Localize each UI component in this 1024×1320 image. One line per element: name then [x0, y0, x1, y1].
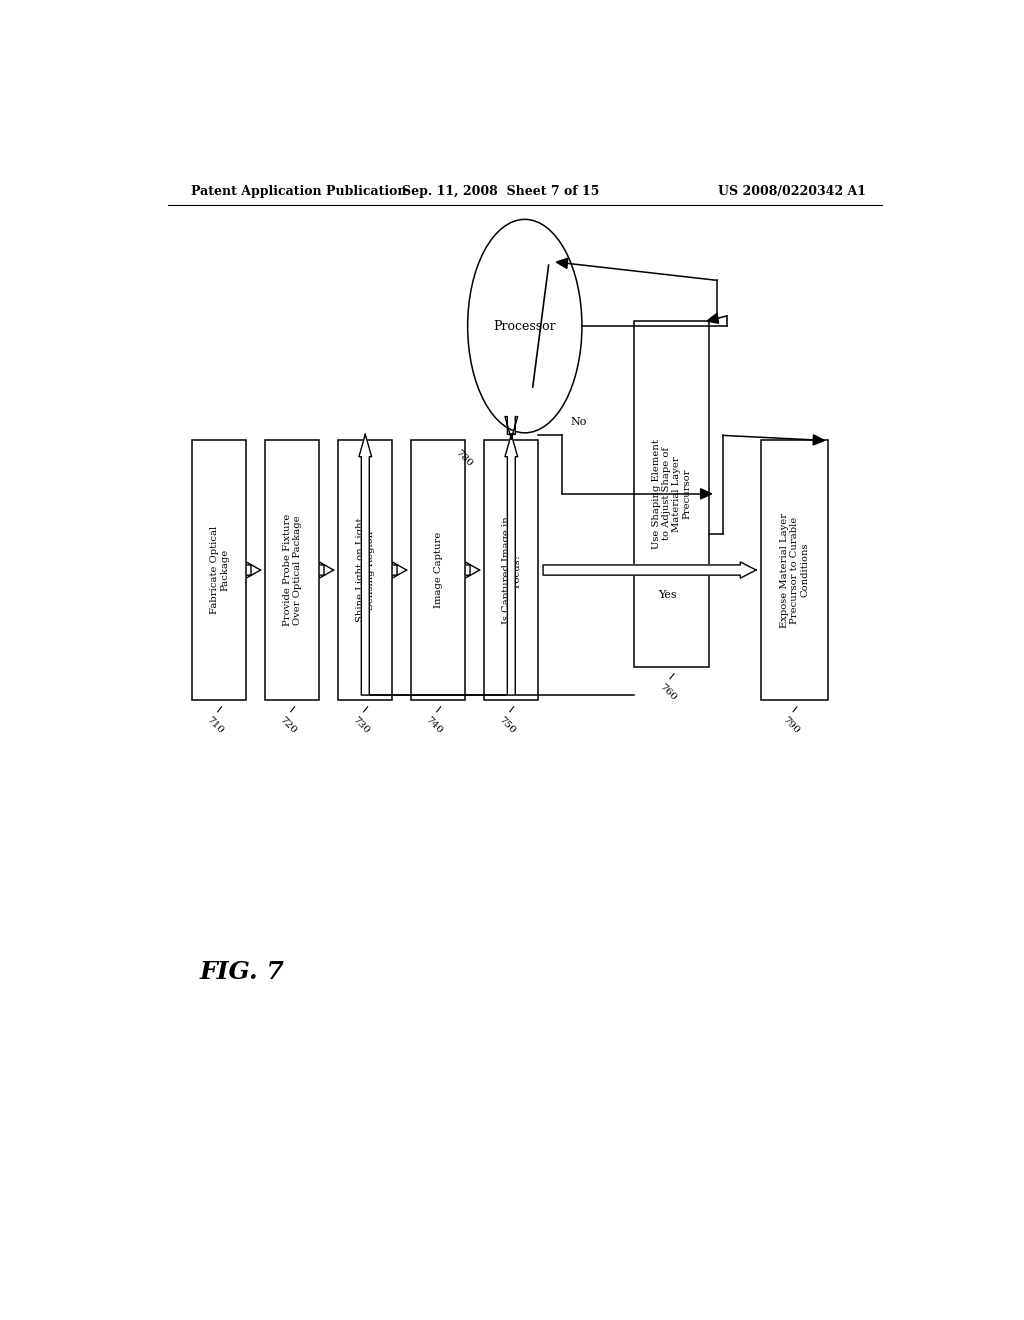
Polygon shape	[505, 434, 518, 696]
Bar	[634, 321, 710, 667]
Text: Is Captured Image in
Focus?: Is Captured Image in Focus?	[502, 516, 521, 624]
Polygon shape	[319, 562, 334, 578]
Polygon shape	[707, 313, 719, 323]
Text: Fabricate Optical
Package: Fabricate Optical Package	[210, 525, 229, 614]
Text: Expose Material Layer
Precursor to Curable
Conditions: Expose Material Layer Precursor to Curab…	[779, 512, 810, 627]
Text: No: No	[570, 417, 587, 428]
Text: Yes: Yes	[658, 590, 677, 601]
Polygon shape	[505, 417, 518, 440]
Text: 750: 750	[497, 715, 517, 735]
Text: Image Capture: Image Capture	[434, 532, 442, 609]
Text: Processor: Processor	[494, 319, 556, 333]
Text: Shine Light on Light
Sensing Region: Shine Light on Light Sensing Region	[355, 517, 375, 622]
Bar	[193, 441, 246, 700]
Bar	[412, 441, 465, 700]
Text: 790: 790	[780, 715, 801, 735]
Text: 780: 780	[454, 447, 474, 469]
Bar	[265, 441, 319, 700]
Polygon shape	[246, 562, 260, 578]
Text: Patent Application Publication: Patent Application Publication	[191, 185, 407, 198]
Polygon shape	[543, 562, 756, 578]
Polygon shape	[813, 434, 824, 445]
Text: 720: 720	[279, 715, 299, 735]
Text: 710: 710	[205, 715, 225, 735]
Polygon shape	[359, 434, 372, 696]
Ellipse shape	[468, 219, 582, 433]
Text: US 2008/0220342 A1: US 2008/0220342 A1	[718, 185, 866, 198]
Polygon shape	[465, 562, 479, 578]
Polygon shape	[700, 488, 712, 499]
Text: Use Shaping Element
to Adjust Shape of
Material Layer
Precursor: Use Shaping Element to Adjust Shape of M…	[651, 438, 692, 549]
Bar	[338, 441, 392, 700]
Text: FIG. 7: FIG. 7	[200, 960, 285, 983]
Polygon shape	[556, 259, 567, 268]
Text: Provide Probe Fixture
Over Optical Package: Provide Probe Fixture Over Optical Packa…	[283, 513, 302, 626]
Text: 730: 730	[351, 715, 372, 735]
Text: 760: 760	[657, 682, 678, 702]
Bar	[484, 441, 539, 700]
Text: Sep. 11, 2008  Sheet 7 of 15: Sep. 11, 2008 Sheet 7 of 15	[402, 185, 600, 198]
Polygon shape	[392, 562, 407, 578]
Text: 740: 740	[424, 715, 444, 735]
Bar	[761, 441, 828, 700]
